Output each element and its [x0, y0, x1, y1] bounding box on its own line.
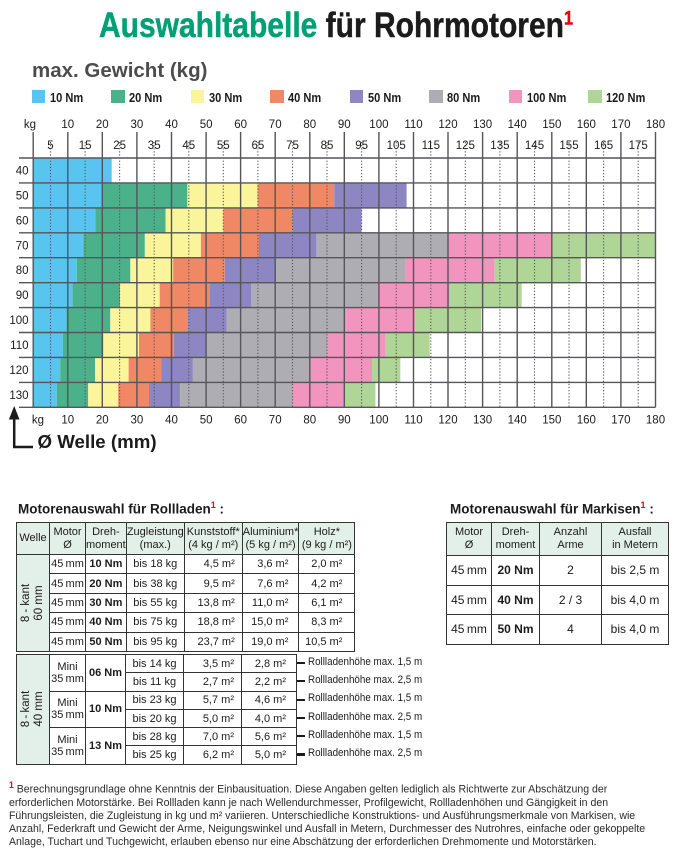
svg-text:125: 125: [456, 140, 475, 152]
svg-text:120: 120: [438, 414, 457, 426]
svg-text:30: 30: [131, 414, 144, 426]
svg-text:25: 25: [113, 140, 126, 152]
svg-text:110: 110: [404, 119, 422, 131]
svg-text:135: 135: [490, 140, 509, 152]
svg-text:160: 160: [577, 414, 596, 426]
svg-text:40: 40: [16, 166, 29, 178]
svg-text:80: 80: [16, 265, 29, 277]
svg-text:40: 40: [165, 414, 178, 426]
svg-text:kg: kg: [24, 119, 36, 131]
svg-text:90: 90: [16, 290, 29, 302]
svg-text:70: 70: [269, 119, 282, 131]
svg-text:45: 45: [182, 140, 195, 152]
svg-text:80: 80: [303, 414, 316, 426]
svg-text:55: 55: [217, 140, 230, 152]
svg-text:60: 60: [234, 119, 247, 131]
svg-text:105: 105: [387, 140, 406, 152]
svg-text:20: 20: [96, 414, 109, 426]
svg-text:180: 180: [646, 414, 665, 426]
svg-text:100: 100: [369, 414, 388, 426]
svg-text:35: 35: [148, 140, 161, 152]
svg-text:90: 90: [338, 414, 351, 426]
svg-text:155: 155: [559, 140, 578, 152]
svg-text:180: 180: [646, 119, 665, 131]
svg-text:145: 145: [525, 140, 544, 152]
svg-text:50: 50: [200, 119, 213, 131]
svg-text:10: 10: [61, 119, 74, 131]
svg-text:100: 100: [9, 315, 28, 327]
svg-text:75: 75: [286, 140, 299, 152]
svg-text:20: 20: [96, 119, 109, 131]
svg-text:40: 40: [165, 119, 178, 131]
svg-text:95: 95: [355, 140, 368, 152]
svg-text:130: 130: [9, 390, 28, 402]
svg-text:10: 10: [61, 414, 74, 426]
svg-text:kg: kg: [32, 414, 44, 426]
svg-text:100: 100: [369, 119, 388, 131]
svg-text:110: 110: [10, 340, 28, 352]
svg-text:50: 50: [16, 190, 29, 202]
svg-text:150: 150: [542, 119, 561, 131]
svg-text:15: 15: [79, 140, 92, 152]
svg-text:60: 60: [234, 414, 247, 426]
svg-text:120: 120: [438, 119, 457, 131]
svg-text:175: 175: [629, 140, 648, 152]
svg-text:110: 110: [404, 414, 422, 426]
svg-text:115: 115: [422, 140, 440, 152]
svg-text:90: 90: [338, 119, 351, 131]
svg-text:170: 170: [611, 414, 630, 426]
svg-text:130: 130: [473, 414, 492, 426]
svg-text:165: 165: [594, 140, 613, 152]
svg-text:150: 150: [542, 414, 561, 426]
svg-text:120: 120: [9, 365, 28, 377]
svg-text:50: 50: [200, 414, 213, 426]
svg-text:170: 170: [611, 119, 630, 131]
svg-text:70: 70: [16, 240, 29, 252]
svg-text:80: 80: [303, 119, 316, 131]
svg-text:85: 85: [321, 140, 334, 152]
svg-text:140: 140: [508, 414, 527, 426]
svg-text:30: 30: [131, 119, 144, 131]
svg-text:160: 160: [577, 119, 596, 131]
svg-text:70: 70: [269, 414, 282, 426]
svg-text:5: 5: [47, 140, 53, 152]
svg-text:140: 140: [508, 119, 527, 131]
svg-text:60: 60: [16, 215, 29, 227]
svg-text:65: 65: [252, 140, 265, 152]
svg-text:Ø Welle (mm): Ø Welle (mm): [38, 431, 157, 452]
svg-text:130: 130: [473, 119, 492, 131]
